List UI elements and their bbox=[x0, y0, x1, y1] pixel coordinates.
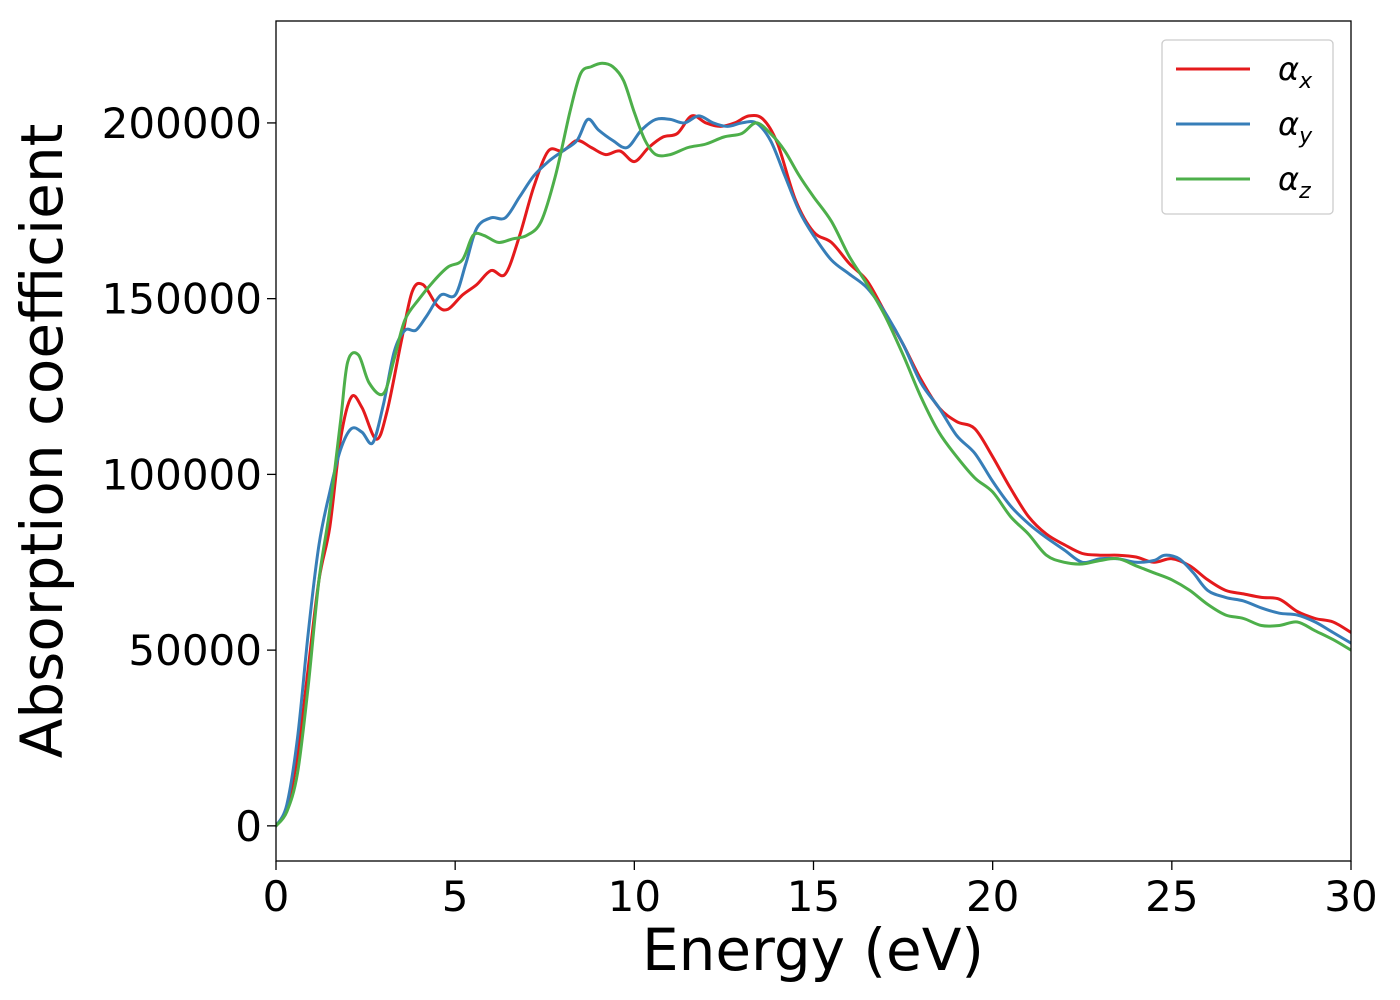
series-line-z bbox=[276, 61, 1351, 828]
y-tick-label: 150000 bbox=[102, 275, 262, 324]
series-layer bbox=[276, 61, 1351, 828]
legend-label-x: αx bbox=[1278, 50, 1313, 94]
x-tick-label: 0 bbox=[263, 872, 290, 921]
x-tick-label: 20 bbox=[966, 872, 1019, 921]
x-tick-label: 30 bbox=[1324, 872, 1377, 921]
x-tick-label: 10 bbox=[608, 872, 661, 921]
y-tick-label: 50000 bbox=[128, 626, 262, 675]
y-tick-label: 200000 bbox=[102, 99, 262, 148]
x-axis-ticks: 0 5 10 15 20 25 30 bbox=[263, 861, 1378, 921]
legend-box bbox=[1161, 39, 1334, 215]
series-line-x bbox=[276, 114, 1351, 828]
x-tick-label: 5 bbox=[442, 872, 469, 921]
y-axis-title: Absorption coefficient bbox=[8, 124, 76, 759]
x-tick-label: 25 bbox=[1145, 872, 1198, 921]
y-tick-label: 0 bbox=[235, 802, 262, 851]
x-axis-title: Energy (eV) bbox=[642, 916, 984, 984]
y-axis-ticks: 0 50000 100000 150000 200000 bbox=[102, 99, 276, 851]
x-tick-label: 15 bbox=[787, 872, 840, 921]
y-tick-label: 100000 bbox=[102, 450, 262, 499]
